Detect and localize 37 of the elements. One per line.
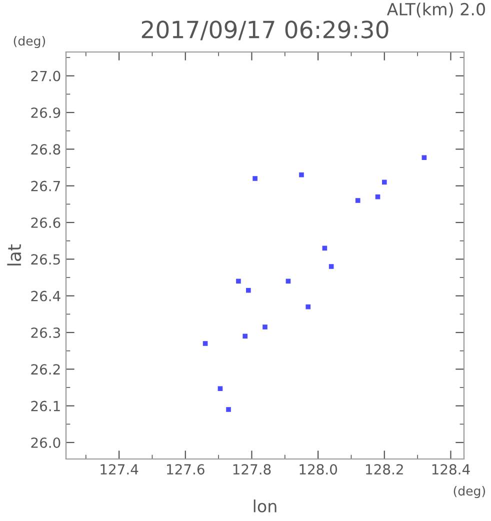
point — [226, 407, 231, 412]
y-tick-label: 26.5 — [31, 254, 60, 265]
x-tick-label: 128.2 — [366, 464, 403, 475]
y-tick-label: 26.3 — [31, 327, 60, 338]
text: (deg) — [454, 486, 486, 498]
y-tick-label: 26.4 — [31, 290, 60, 302]
x-tick-label: 128.0 — [300, 464, 338, 475]
y-tick-label: 26.2 — [31, 364, 60, 375]
chart-subtitle: ALT(km) 2.0 — [386, 2, 485, 18]
point — [246, 288, 251, 293]
x-axis-title: lon — [254, 500, 276, 512]
x-tick-label: 128.4 — [432, 464, 470, 475]
point — [355, 198, 360, 203]
point — [306, 304, 311, 310]
point — [299, 172, 304, 178]
point — [382, 180, 387, 185]
y-tick-label: 26.0 — [31, 437, 60, 448]
y-tick-label: 26.6 — [31, 217, 60, 228]
point — [242, 334, 248, 339]
y-tick-label: 26.7 — [31, 180, 60, 192]
point — [422, 155, 427, 160]
point — [218, 386, 223, 392]
x-tick-label: 127.8 — [233, 464, 271, 475]
text: (deg) — [14, 36, 46, 48]
y-tick-label: 27.0 — [31, 70, 60, 82]
y-axis-title: lat — [7, 244, 22, 266]
point — [328, 264, 334, 269]
y-tick-label: 26.1 — [31, 400, 60, 412]
chart-title: 2017/09/17 06:29:30 — [142, 20, 388, 40]
x-tick-label: 127.6 — [167, 464, 204, 475]
point — [262, 324, 268, 330]
x-tick-label: 127.4 — [100, 464, 138, 474]
y-tick-label: 26.8 — [31, 144, 60, 155]
point — [252, 176, 258, 181]
y-tick-label: 26.9 — [31, 107, 60, 118]
point — [202, 341, 208, 346]
point — [236, 278, 241, 284]
